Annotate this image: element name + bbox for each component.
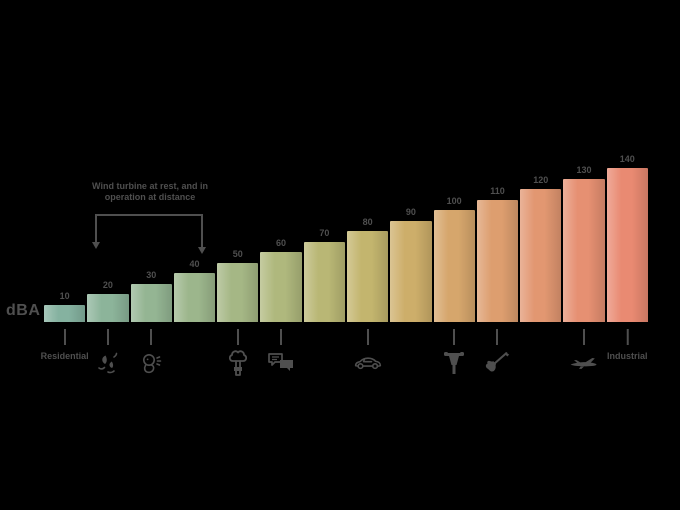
bar-value-label: 40 [189, 259, 200, 269]
bar: 140 Industrial [606, 154, 648, 361]
falling-leaves-icon [93, 349, 123, 377]
bar-annotation: Industrial [607, 322, 648, 361]
bar-annotation [266, 322, 296, 377]
bar: 110 [476, 186, 519, 372]
electric-guitar-icon [482, 349, 512, 377]
annotation-bracket-right-line [201, 214, 203, 247]
bar-value-label: 100 [446, 196, 462, 206]
bar-annotation [569, 322, 599, 377]
axis-tick [236, 329, 239, 345]
bar-value-label: 120 [533, 175, 549, 185]
bar: 70 [303, 228, 345, 322]
axis-tick [583, 329, 586, 345]
axis-tick [366, 329, 369, 345]
bar-annotation [439, 322, 469, 377]
bar: 60 [260, 238, 302, 371]
wind-turbine-annotation: Wind turbine at rest, and in operation a… [75, 181, 225, 203]
airplane-icon [569, 349, 599, 377]
axis-tick [626, 329, 629, 345]
bar-value-label: 140 [619, 154, 635, 164]
down-arrow-icon [92, 242, 100, 249]
bar-text-label: Industrial [607, 351, 648, 361]
dba-axis-label: dBA [6, 302, 41, 319]
bar: 30 [130, 270, 172, 374]
bar-annotation: Residential [41, 322, 89, 361]
axis-tick [106, 329, 109, 345]
axis-tick [280, 329, 283, 345]
annotation-bracket [95, 214, 203, 216]
conversation-icon [266, 349, 296, 377]
axis-tick [453, 329, 456, 345]
bar-value-label: 30 [146, 270, 157, 280]
bar-annotation [482, 322, 512, 377]
bar: 50 [217, 249, 259, 376]
whisper-icon [136, 349, 166, 377]
bar-value-label: 60 [276, 238, 287, 248]
bar-annotation [223, 322, 253, 377]
bar-value-label: 90 [405, 207, 416, 217]
bar-value-label: 110 [490, 186, 505, 196]
bar: 40 [173, 259, 216, 322]
jackhammer-icon [439, 349, 469, 377]
tree-icon [223, 349, 253, 377]
bar: 120 [520, 175, 562, 322]
bar: 20 [87, 280, 129, 374]
bar-annotation [136, 322, 166, 377]
bar: 130 [563, 165, 605, 369]
bar-value-label: 130 [576, 165, 592, 175]
bar-value-label: 80 [362, 217, 373, 227]
bar-value-label: 20 [102, 280, 113, 290]
bar-group: 10 Residential 20 30 40 50 60 70 80 90 100 110 120 13… [41, 152, 648, 376]
bar-text-label: Residential [40, 351, 89, 361]
annotation-bracket-left-line [95, 214, 97, 242]
bar-value-label: 70 [319, 228, 330, 238]
annotation-line1: Wind turbine at rest, and in [92, 181, 208, 191]
bar-annotation [93, 322, 123, 377]
bar: 100 [433, 196, 475, 374]
bar: 80 [346, 217, 389, 370]
bar-value-label: 10 [59, 291, 70, 301]
axis-tick [496, 329, 499, 345]
bar-value-label: 50 [232, 249, 243, 259]
annotation-line2: operation at distance [104, 192, 196, 202]
axis-tick [150, 329, 153, 345]
bar-annotation [353, 322, 383, 377]
axis-tick [63, 329, 66, 345]
car-icon [353, 349, 383, 377]
bar: 90 [390, 207, 432, 322]
bar: 10 Residential [41, 291, 89, 361]
down-arrow-icon [198, 247, 206, 254]
